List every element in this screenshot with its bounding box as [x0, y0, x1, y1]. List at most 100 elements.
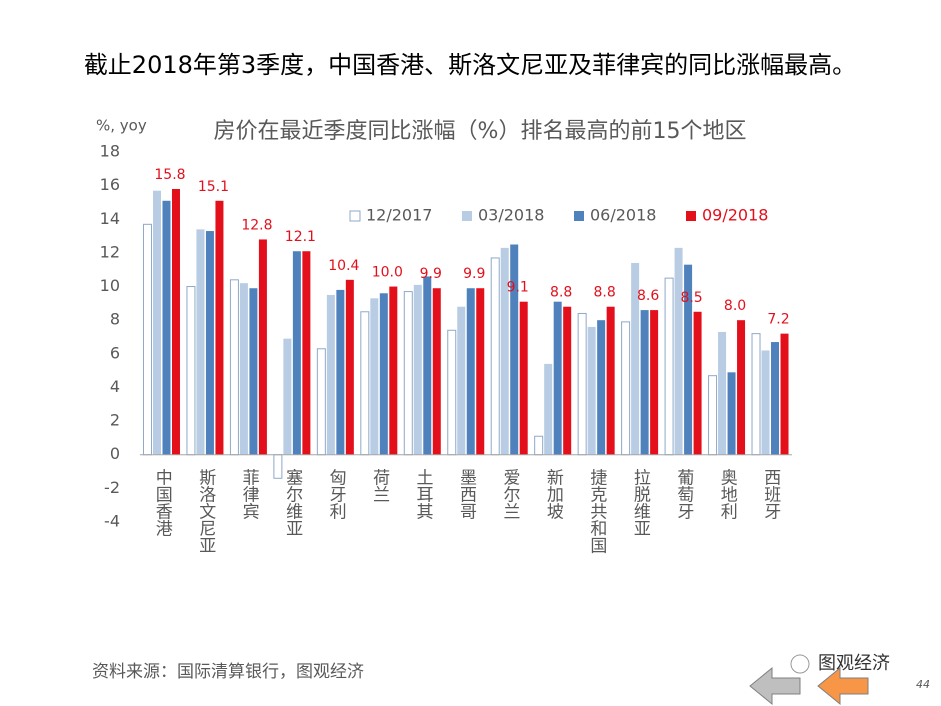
value-label: 9.1	[507, 280, 529, 296]
x-tick-label: 新加坡	[543, 469, 564, 520]
bar	[142, 223, 152, 456]
value-label: 8.0	[724, 298, 746, 314]
x-tick-label: 拉脱维亚	[630, 469, 651, 537]
value-label: 10.4	[328, 258, 359, 274]
bar	[544, 363, 553, 455]
bar	[302, 251, 311, 455]
bar	[316, 348, 326, 456]
bar	[664, 277, 674, 456]
x-tick-label: 塞尔维亚	[282, 469, 303, 537]
x-tick-label: 中国香港	[152, 469, 173, 537]
bar	[239, 283, 248, 455]
legend-swatch	[686, 211, 696, 221]
value-label: 9.9	[463, 266, 485, 282]
bar	[476, 288, 485, 455]
bar	[162, 200, 171, 455]
bar	[718, 331, 727, 455]
legend-swatch	[462, 211, 472, 221]
bar	[283, 338, 292, 455]
bar	[577, 312, 587, 456]
x-tick-label: 西班牙	[760, 469, 781, 521]
bar	[423, 276, 432, 455]
chart-title: 房价在最近季度同比涨幅（%）排名最高的前15个地区	[214, 119, 747, 144]
bar	[389, 286, 398, 455]
bar	[621, 321, 631, 456]
bar	[152, 190, 161, 455]
y-tick-label: 8	[110, 310, 120, 329]
legend-swatch	[574, 211, 584, 221]
bar	[490, 257, 500, 456]
legend-label: 09/2018	[702, 206, 768, 225]
bar	[771, 342, 780, 455]
value-label: 8.8	[550, 285, 572, 301]
page-number: 44	[916, 678, 930, 691]
bar	[229, 279, 239, 456]
bar	[761, 350, 770, 455]
y-tick-label: 12	[100, 242, 120, 261]
y-tick-label: 4	[110, 377, 120, 396]
bar	[273, 454, 283, 479]
bar	[215, 200, 224, 455]
bar	[403, 291, 413, 456]
y-tick-label: 14	[100, 209, 120, 228]
bar	[727, 372, 736, 455]
value-label: 7.2	[767, 312, 789, 328]
legend-label: 12/2017	[366, 206, 432, 225]
value-label: 8.8	[594, 285, 616, 301]
y-tick-label: 18	[100, 142, 120, 161]
bar	[597, 320, 606, 455]
x-tick-label: 葡萄牙	[673, 469, 694, 521]
x-tick-label: 爱尔兰	[499, 469, 520, 520]
y-tick-label: 6	[110, 343, 120, 362]
x-tick-label: 捷克共和国	[586, 469, 607, 554]
legend-label: 03/2018	[478, 206, 544, 225]
value-label: 15.1	[198, 179, 229, 195]
bar	[249, 288, 258, 455]
bar	[370, 298, 379, 455]
y-tick-label: -4	[104, 512, 120, 531]
bar	[519, 301, 528, 455]
bar	[606, 306, 615, 455]
bar	[684, 264, 693, 455]
value-label: 8.5	[680, 290, 702, 306]
bar	[457, 306, 466, 455]
prev-arrow[interactable]	[749, 666, 801, 706]
bar	[751, 333, 761, 456]
source: 资料来源：国际清算银行，图观经济	[92, 662, 364, 682]
x-tick-label: 匈牙利	[326, 469, 347, 520]
bar	[708, 375, 718, 456]
bar	[432, 288, 441, 455]
logo-icon	[790, 654, 810, 674]
bar	[413, 284, 422, 455]
bar	[345, 279, 354, 455]
bar	[336, 289, 345, 455]
bar	[292, 251, 301, 455]
next-arrow[interactable]	[817, 666, 869, 706]
value-label: 9.9	[420, 266, 442, 282]
bar	[640, 310, 649, 455]
bar	[553, 301, 562, 455]
bar	[447, 329, 457, 456]
value-label: 12.1	[285, 229, 316, 245]
bar	[650, 310, 659, 455]
bar	[534, 435, 544, 456]
value-label: 12.8	[241, 217, 272, 233]
bar	[360, 311, 370, 456]
bar	[563, 306, 572, 455]
bar	[737, 320, 746, 455]
y-tick-label: 2	[110, 411, 120, 430]
bar	[780, 333, 789, 455]
y-tick-label: 0	[110, 444, 120, 463]
bar	[587, 326, 596, 455]
y-tick-label: 16	[100, 175, 120, 194]
bar	[510, 244, 519, 455]
bar	[466, 288, 475, 455]
bar	[379, 293, 388, 455]
bar	[631, 263, 640, 455]
value-label: 10.0	[372, 265, 403, 281]
bar	[258, 239, 267, 455]
bar	[171, 189, 180, 455]
bar	[326, 294, 335, 455]
x-tick-label: 菲律宾	[239, 469, 260, 520]
